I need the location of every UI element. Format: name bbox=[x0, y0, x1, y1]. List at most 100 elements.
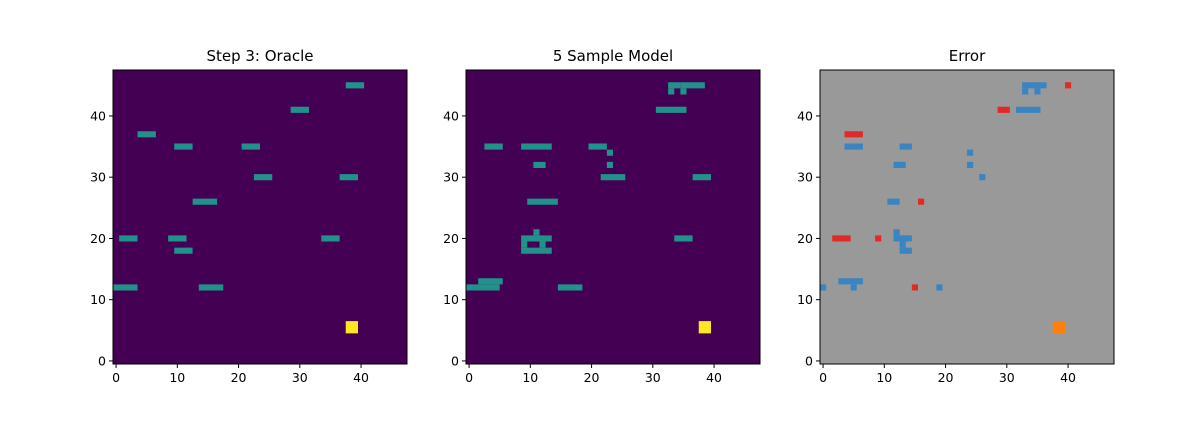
heatmap-cell-model-only bbox=[899, 247, 912, 254]
heatmap-cell-car bbox=[290, 106, 309, 113]
heatmap-cell-oracle-only bbox=[918, 198, 925, 205]
panel-title: Error bbox=[949, 47, 986, 65]
heatmap-cell-target bbox=[698, 321, 711, 334]
heatmap-cell-model-only bbox=[1022, 88, 1029, 95]
heatmap-cell-car bbox=[192, 198, 218, 205]
heatmap-cell-car bbox=[600, 174, 626, 181]
heatmap-cell-car bbox=[655, 106, 687, 113]
x-tick-label: 30 bbox=[999, 370, 1015, 385]
heatmap-background bbox=[466, 70, 760, 364]
heatmap-cell-car bbox=[339, 174, 358, 181]
heatmap-cell-car bbox=[174, 143, 193, 150]
heatmap-cell-car bbox=[478, 278, 503, 285]
heatmap-cell-car bbox=[674, 235, 693, 242]
heatmap-cell-car bbox=[533, 229, 540, 236]
heatmap-cell-car bbox=[345, 82, 365, 89]
x-tick-label: 10 bbox=[169, 370, 185, 385]
heatmap-cell-car bbox=[484, 143, 503, 150]
x-tick-label: 30 bbox=[292, 370, 308, 385]
heatmap-background bbox=[820, 70, 1114, 364]
x-tick-label: 0 bbox=[465, 370, 473, 385]
heatmap-cell-model-only bbox=[1034, 82, 1047, 89]
heatmap-cell-car bbox=[527, 198, 558, 205]
heatmap-cell-car bbox=[521, 143, 552, 150]
x-tick-label: 0 bbox=[819, 370, 827, 385]
heatmap-cell-car bbox=[606, 161, 613, 168]
heatmap-cell-car bbox=[466, 284, 500, 291]
axes-frame bbox=[465, 69, 761, 365]
heatmap-cell-model-only bbox=[967, 149, 974, 156]
heatmap-cell-car bbox=[253, 174, 273, 181]
x-tick-label: 10 bbox=[522, 370, 538, 385]
heatmap-cell-model-only bbox=[899, 143, 912, 150]
heatmap-cell-oracle-only bbox=[832, 235, 851, 242]
y-tick-label: 40 bbox=[797, 108, 813, 123]
heatmap-cell-model-only bbox=[850, 284, 857, 291]
x-tick-label: 0 bbox=[112, 370, 120, 385]
y-tick-label: 30 bbox=[797, 170, 813, 185]
heatmap-cell-model-only bbox=[1016, 106, 1041, 113]
heatmap-cell-car bbox=[521, 241, 528, 248]
heatmap-cell-oracle-only bbox=[1065, 82, 1072, 89]
heatmap-cell-car bbox=[606, 149, 613, 156]
heatmap-cell-model-only bbox=[967, 161, 974, 168]
x-tick-label: 10 bbox=[876, 370, 892, 385]
x-tick-label: 40 bbox=[353, 370, 369, 385]
x-tick-label: 20 bbox=[938, 370, 954, 385]
y-tick-label: 20 bbox=[90, 231, 106, 246]
heatmap-cell-model-only bbox=[887, 198, 900, 205]
y-tick-label: 10 bbox=[797, 292, 813, 307]
y-tick-label: 0 bbox=[451, 353, 459, 368]
heatmap-cell-car bbox=[692, 174, 711, 181]
heatmap-cell-car bbox=[241, 143, 260, 150]
heatmap-cell-car bbox=[588, 143, 607, 150]
heatmap-cell-car bbox=[680, 88, 687, 95]
y-tick-label: 10 bbox=[443, 292, 459, 307]
heatmap-panel-3: Error 0 10 20 30 40 0 10 20 30 40 bbox=[797, 47, 1115, 385]
heatmap-cell-car bbox=[539, 241, 546, 248]
heatmap-cell-car bbox=[521, 235, 552, 242]
heatmap-cell-car bbox=[557, 284, 583, 291]
heatmap-cell-model-only bbox=[838, 278, 863, 285]
heatmap-cell-car bbox=[168, 235, 187, 242]
heatmap-cell-oracle-only bbox=[844, 131, 863, 138]
heatmap-cell-model-only bbox=[844, 143, 863, 150]
x-tick-label: 20 bbox=[231, 370, 247, 385]
heatmap-cell-car bbox=[174, 247, 193, 254]
heatmap-cell-car bbox=[521, 247, 552, 254]
y-tick-label: 20 bbox=[443, 231, 459, 246]
heatmap-panel-2: 5 Sample Model 0 10 20 30 40 0 10 20 30 40 bbox=[443, 47, 761, 385]
x-tick-label: 40 bbox=[1060, 370, 1076, 385]
x-tick-label: 40 bbox=[706, 370, 722, 385]
heatmap-cell-car bbox=[533, 161, 546, 168]
heatmap-background bbox=[113, 70, 407, 364]
heatmap-cell-model-only bbox=[1022, 82, 1035, 89]
y-tick-label: 40 bbox=[90, 108, 106, 123]
heatmap-cell-car bbox=[668, 82, 681, 89]
heatmap-cell-car bbox=[668, 88, 675, 95]
y-tick-label: 30 bbox=[443, 170, 459, 185]
heatmap-cell-car bbox=[119, 235, 138, 242]
heatmap-cell-target bbox=[1052, 321, 1065, 334]
y-tick-label: 30 bbox=[90, 170, 106, 185]
y-tick-label: 40 bbox=[443, 108, 459, 123]
heatmap-cell-oracle-only bbox=[997, 106, 1010, 113]
heatmap-panel-1: Step 3: Oracle 0 10 20 30 40 0 10 20 30 40 bbox=[90, 47, 408, 385]
heatmap-cell-car bbox=[680, 82, 705, 89]
heatmap-cell-oracle-only bbox=[875, 235, 882, 242]
heatmap-cell-model-only bbox=[936, 284, 943, 291]
heatmap-cell-car bbox=[113, 284, 138, 291]
heatmap-cell-target bbox=[345, 321, 358, 334]
y-tick-label: 0 bbox=[805, 353, 813, 368]
heatmap-cell-model-only bbox=[899, 241, 906, 248]
heatmap-cell-car bbox=[137, 131, 156, 138]
heatmap-cell-model-only bbox=[893, 235, 912, 242]
x-tick-label: 20 bbox=[584, 370, 600, 385]
heatmap-cell-model-only bbox=[820, 284, 827, 291]
y-tick-label: 0 bbox=[98, 353, 106, 368]
heatmap-cell-car bbox=[198, 284, 224, 291]
heatmap-cell-model-only bbox=[893, 229, 900, 236]
y-tick-label: 20 bbox=[797, 231, 813, 246]
x-tick-label: 30 bbox=[645, 370, 661, 385]
